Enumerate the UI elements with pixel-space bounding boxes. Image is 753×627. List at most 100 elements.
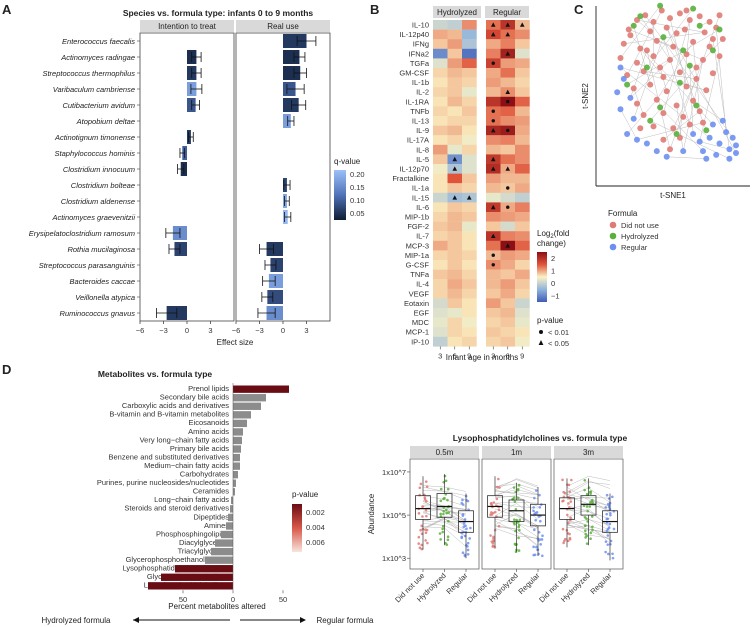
box-point <box>567 521 570 525</box>
sig-triangle <box>452 166 458 171</box>
box-point <box>584 524 587 528</box>
species-x-label: Effect size <box>217 338 254 347</box>
tsne-point-regular <box>614 89 621 96</box>
species-x-tick-label: 0 <box>185 326 189 335</box>
box-point <box>441 527 444 531</box>
cytokine-label: FGF-2 <box>407 222 429 231</box>
heatmap-cell <box>462 298 477 309</box>
box-point <box>588 505 592 508</box>
heatmap-cell <box>500 39 516 49</box>
tsne-point-regular <box>630 115 637 122</box>
box-point <box>566 539 570 543</box>
box-point <box>469 526 472 530</box>
heatmap-cell <box>486 144 501 155</box>
tsne-point-did-not-use <box>696 108 703 115</box>
heatmap-cell <box>447 298 463 309</box>
box-point <box>609 513 612 517</box>
box-point <box>590 515 594 518</box>
panel-d-label: D <box>2 362 11 377</box>
box-point <box>518 518 522 522</box>
box-point <box>566 532 570 535</box>
cytokine-label: Fractalkine <box>392 174 429 183</box>
heatmap-cell <box>433 87 448 97</box>
box-point <box>540 538 544 541</box>
facet-label-itt: Intention to treat <box>158 22 217 31</box>
tsne-point-did-not-use <box>680 113 687 120</box>
box-point <box>517 523 521 527</box>
box-facet-05m: 0.5m <box>436 448 454 457</box>
box-point <box>438 532 442 535</box>
heatmap-cell <box>515 125 530 136</box>
tsne-point-did-not-use <box>627 32 634 39</box>
heatmap-cell <box>515 144 530 155</box>
tsne-y-label: t-SNE2 <box>581 83 590 109</box>
heatmap-cell <box>486 308 501 318</box>
box-strip-1m <box>482 446 551 458</box>
heatmap-cell <box>486 183 501 193</box>
box-point <box>441 530 445 534</box>
heatmap-cell <box>462 317 477 328</box>
heatmap-cell <box>500 317 516 328</box>
tsne-point-hydrolyzed <box>676 79 683 86</box>
tsne-point-did-not-use <box>706 18 713 25</box>
box-point <box>585 492 589 496</box>
species-x-ticks: −6 −6 −3 −3 0 0 3 3 <box>136 321 309 335</box>
heatmap-cell <box>462 279 477 289</box>
formula-legend-title: Formula <box>608 209 638 218</box>
fold-change-tick: −1 <box>551 292 560 301</box>
tsne-point-regular <box>733 142 739 149</box>
species-bar <box>283 98 299 112</box>
tsne-link <box>620 67 710 138</box>
heatmap-cells <box>433 20 530 347</box>
box-point <box>561 527 565 531</box>
box-point <box>541 554 544 558</box>
tsne-link <box>620 109 638 140</box>
metabolite-class: Glycerophosphoethanolamines <box>126 555 230 564</box>
tsne-point-hydrolyzed <box>660 34 667 41</box>
tsne-point-hydrolyzed <box>680 47 687 54</box>
metabolite-bar <box>233 411 251 419</box>
cytokine-label: IL-12p40 <box>399 30 429 39</box>
species-bar <box>267 290 283 304</box>
heatmap-cell <box>486 77 501 88</box>
box-point <box>425 528 429 532</box>
tsne-point-hydrolyzed <box>643 64 650 71</box>
fold-change-tick: 0 <box>551 279 555 288</box>
heatmap-cell <box>433 154 448 165</box>
heatmap-cell <box>447 202 463 213</box>
box-y-tick: 1x10^3 <box>382 554 406 563</box>
heatmap-cell <box>515 77 530 88</box>
tsne-point-regular <box>663 153 670 160</box>
tsne-link <box>663 19 691 114</box>
box-point <box>537 530 541 534</box>
box-point <box>495 497 499 501</box>
heatmap-cell <box>486 192 501 203</box>
tsne-point-did-not-use <box>676 69 683 76</box>
cytokine-label: IL-4 <box>416 280 429 289</box>
tsne-point-did-not-use <box>719 36 726 42</box>
heatmap-cell <box>462 260 477 270</box>
heatmap-cell <box>500 192 516 203</box>
heatmap-cell <box>515 221 530 232</box>
fold-change-legend-ticks: 2 1 0 −1 <box>551 254 560 301</box>
tsne-point-did-not-use <box>663 88 670 95</box>
tsne-point-regular <box>733 150 739 156</box>
heatmap-cell <box>462 183 477 193</box>
cytokine-label: IL-9 <box>416 126 429 135</box>
heatmap-cell <box>447 173 463 184</box>
species-bar <box>174 242 187 256</box>
sig-dot <box>491 119 495 123</box>
box-body <box>415 495 431 520</box>
metabolite-bar <box>226 522 233 530</box>
sig-dot <box>491 61 495 65</box>
heatmap-cell <box>433 336 448 347</box>
heatmap-cell <box>486 135 501 145</box>
qvalue-legend-title: q-value <box>334 157 361 166</box>
metabolite-class: Dipeptides <box>194 512 230 521</box>
box-x-tick-label: Regular <box>588 571 613 596</box>
box-point <box>444 479 448 483</box>
heatmap-cell <box>462 48 477 59</box>
metabolites-x-label: Percent metabolites altered <box>168 602 265 611</box>
heatmap-cell <box>433 48 448 59</box>
species-bar <box>283 114 291 128</box>
